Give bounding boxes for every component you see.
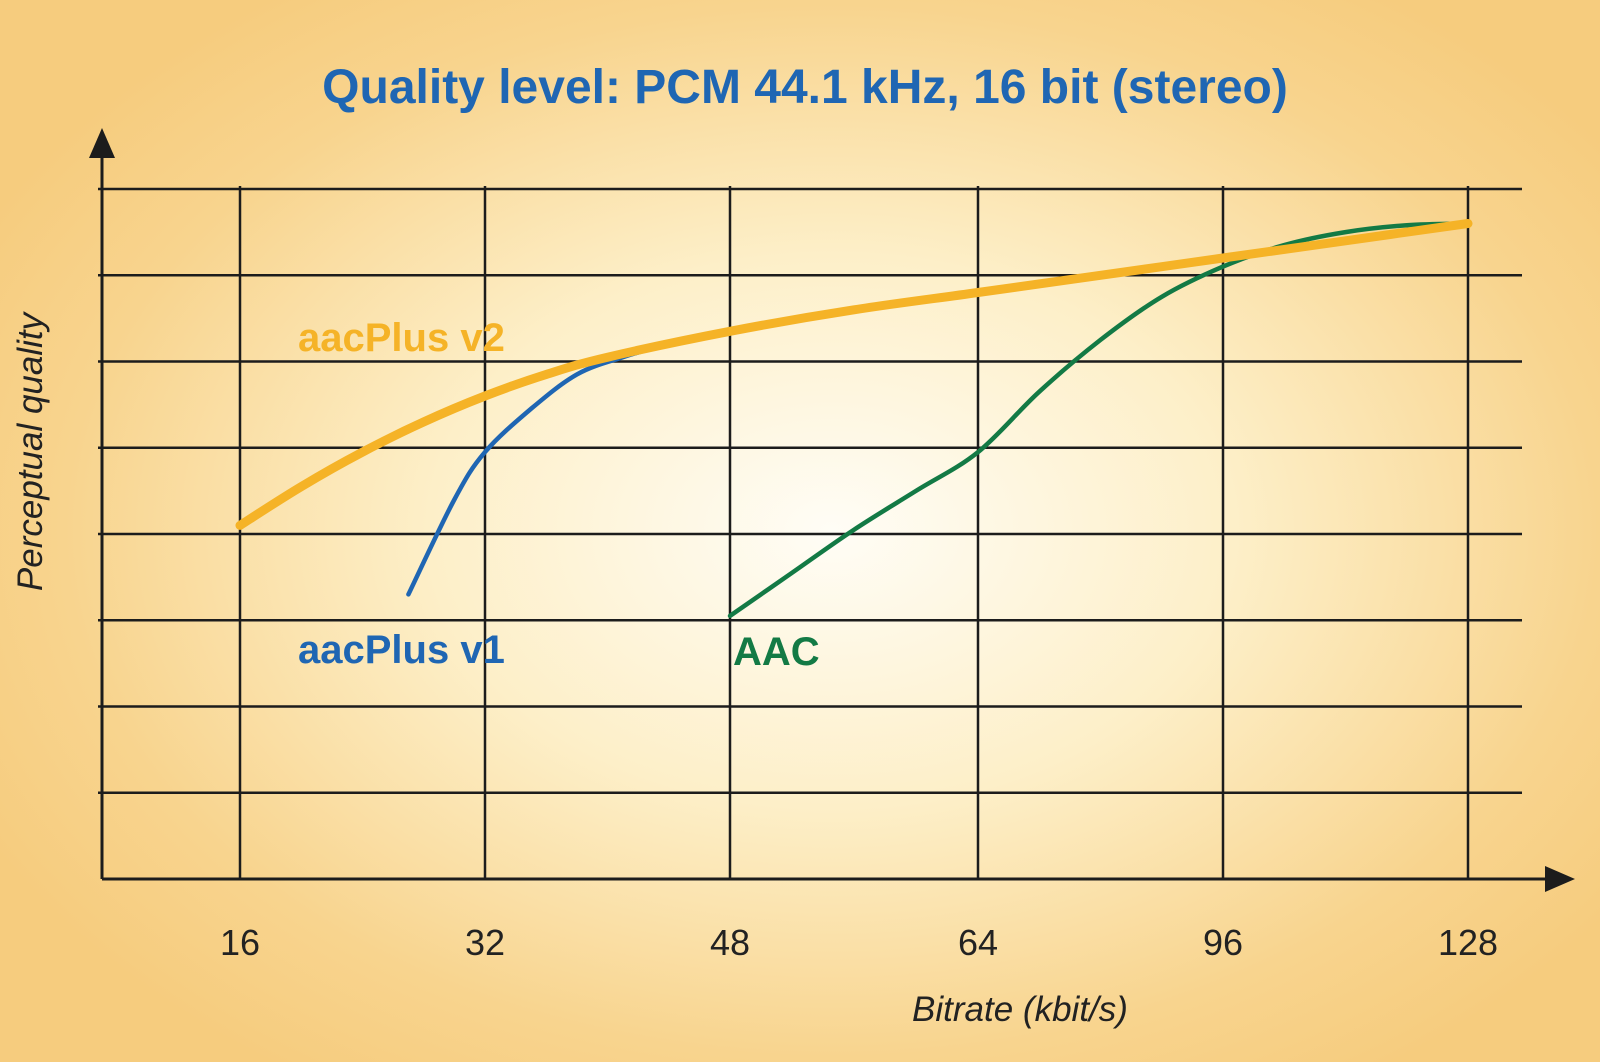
series-label-aacplus-v1: aacPlus v1 [298, 628, 505, 672]
x-axis-label: Bitrate (kbit/s) [912, 990, 1128, 1029]
series-line-aacplus-v2 [235, 219, 1473, 530]
x-tick-label: 64 [958, 922, 998, 963]
series-line-aac [727, 221, 1471, 619]
x-tick-label: 32 [465, 922, 505, 963]
x-tick-label: 96 [1203, 922, 1243, 963]
x-axis-arrow [1545, 866, 1575, 892]
series-label-aacplus-v2: aacPlus v2 [298, 316, 505, 360]
grid-layer [98, 186, 1522, 879]
tick-layer: 16 32 48 64 96 128 [220, 922, 1498, 963]
x-tick-label: 48 [710, 922, 750, 963]
series-layer [235, 219, 1473, 619]
axes-layer [89, 128, 1575, 892]
y-axis-arrow [89, 128, 115, 158]
series-label-aac: AAC [733, 630, 820, 674]
x-tick-label: 16 [220, 922, 260, 963]
y-axis-label: Perceptual quality [11, 310, 50, 591]
chart-title: Quality level: PCM 44.1 kHz, 16 bit (ste… [322, 61, 1288, 114]
x-tick-label: 128 [1438, 922, 1498, 963]
